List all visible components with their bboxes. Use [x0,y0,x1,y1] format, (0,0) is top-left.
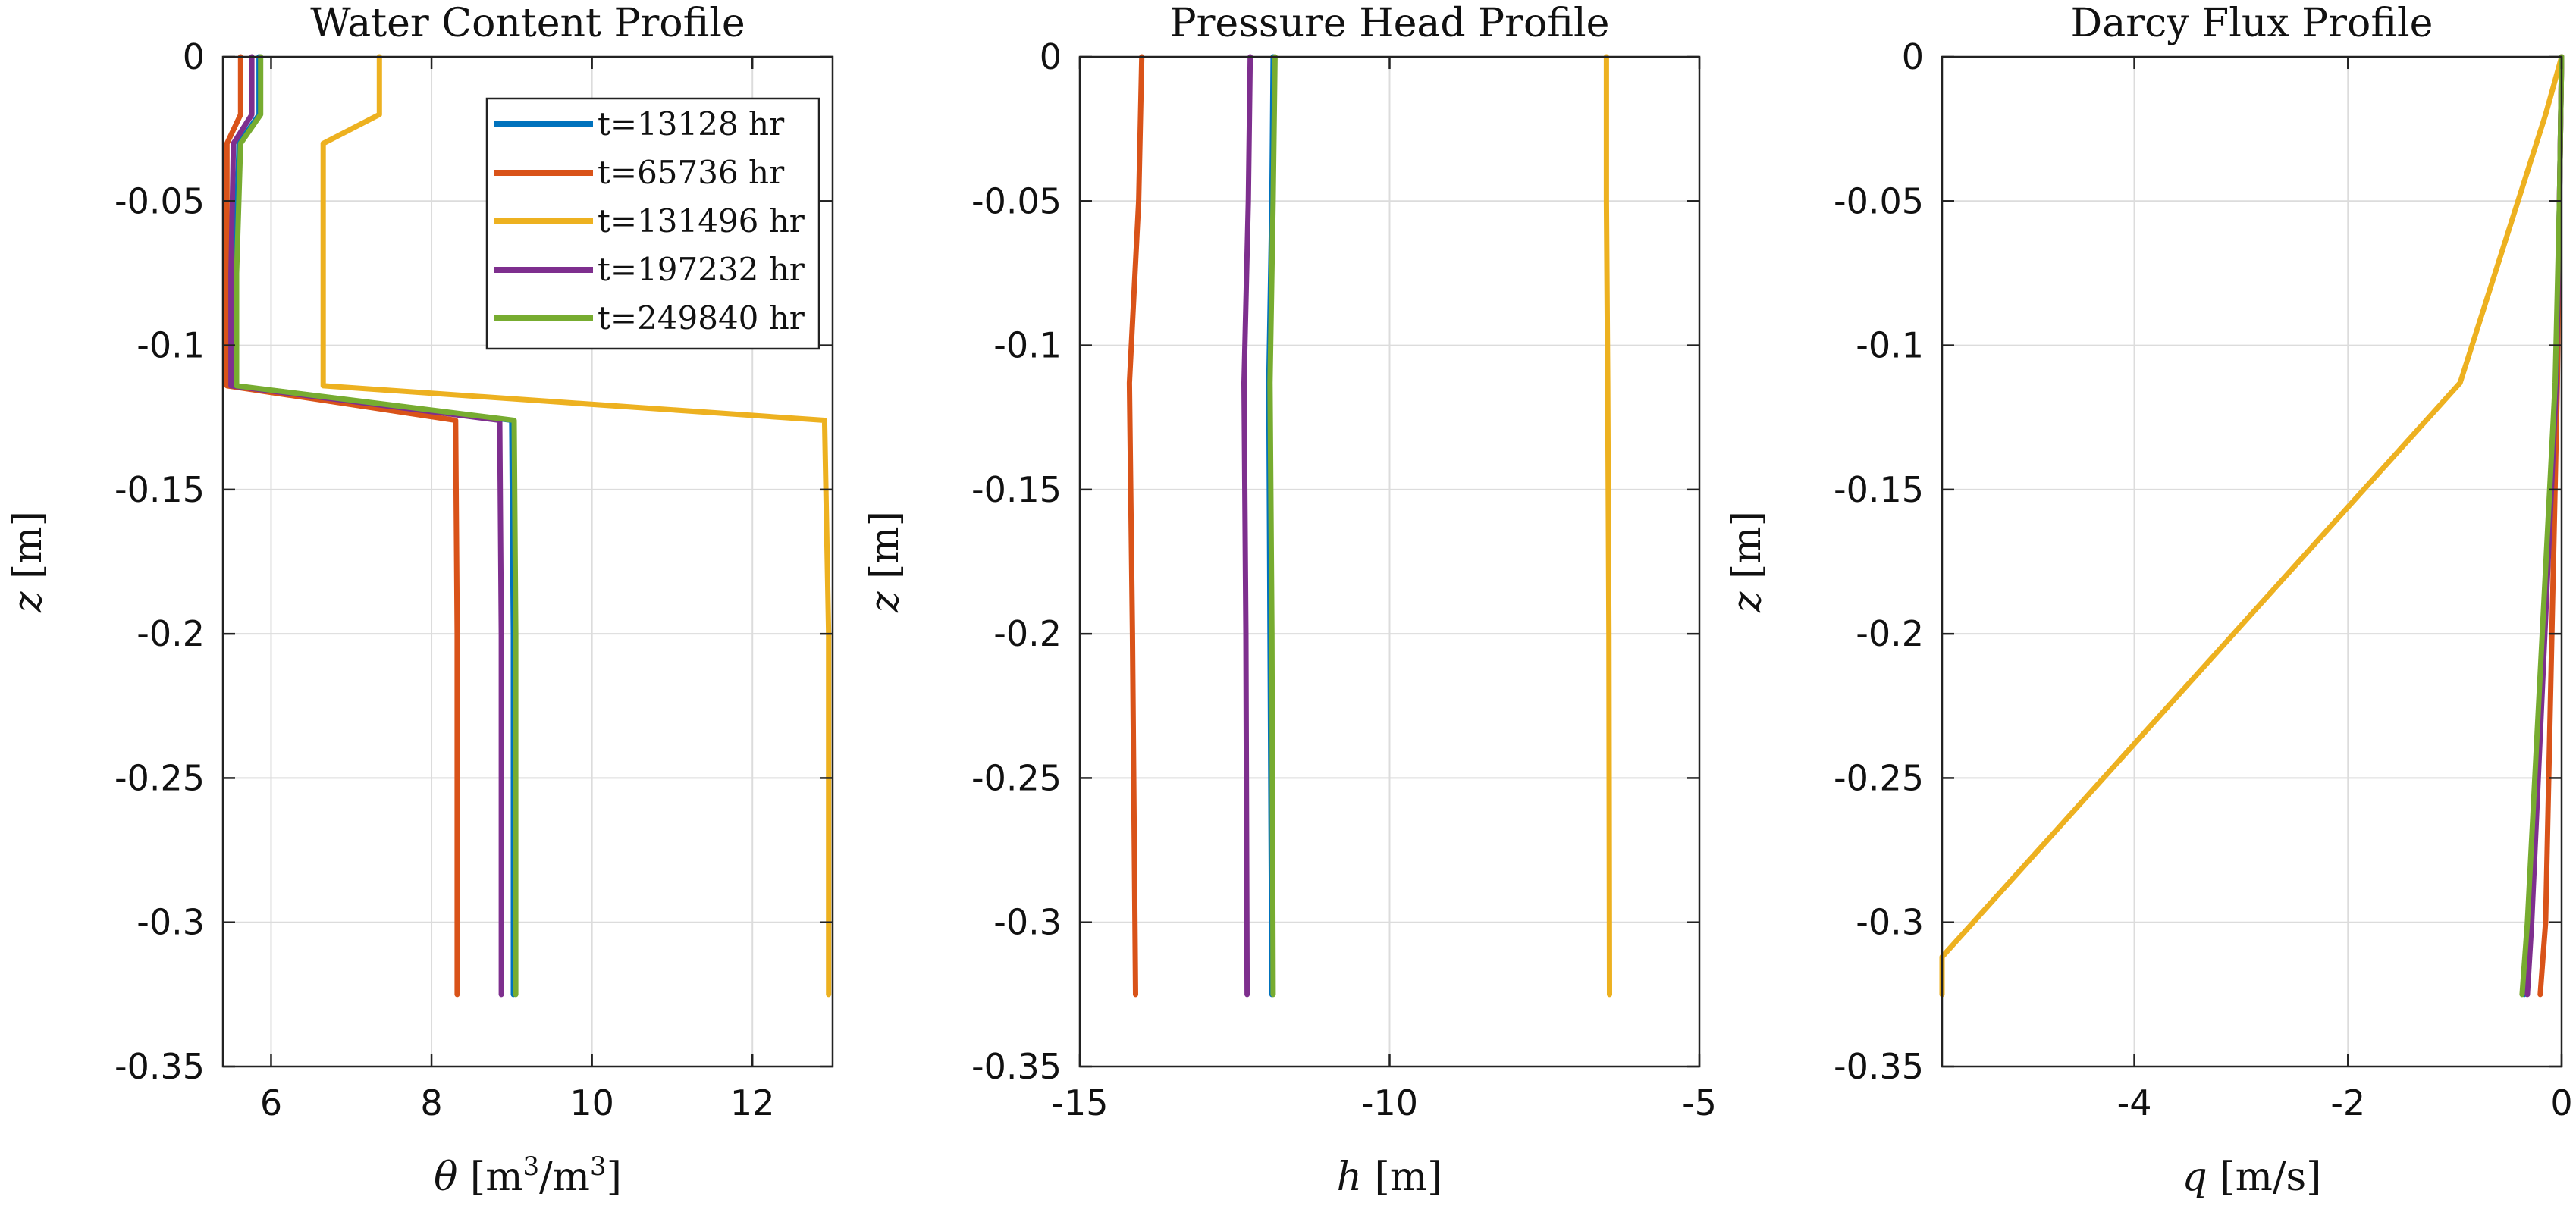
panel3-ylabel-unit: [m] [1724,511,1770,591]
panel3-ytick-label-2: -0.1 [1856,325,1924,366]
panel2-series-2 [1126,54,1145,998]
panel1-series-3 [320,54,832,998]
panel2-xtick-label-1: -10 [1361,1082,1418,1123]
panel1-ytick-label-5: -0.25 [115,757,205,798]
panel1-xlabel-unit: [m [457,1154,522,1200]
panel3-ytick-label-0: 0 [1902,36,1924,77]
panel1-xlabel-sup1: 3 [523,1151,540,1182]
panel2-ytick-label-3: -0.15 [971,469,1062,510]
panel2-series-5 [1267,54,1278,998]
panel1-ytick-label-7: -0.35 [115,1046,205,1087]
panel2-ytick-label-5: -0.25 [971,757,1062,798]
panel1-ylabel-unit: [m] [5,511,51,591]
panel2-ylabel: z [m] [862,511,908,613]
panel1-legend-label-1: t=13128 hr [598,105,785,143]
panel1-series-5 [234,54,519,998]
panel1-plot: 6 8 10 12 0 -0.05 -0.1 -0.15 -0.2 -0.25 -0.3 -0.35 W… [5,1,834,1200]
panel1-legend-label-5: t=249840 hr [598,299,805,337]
panel2-ylabel-unit: [m] [862,511,908,591]
panel2-series-3 [1603,54,1612,998]
panel3-ytick-label-4: -0.2 [1856,613,1924,654]
panel3-plot: -4 -2 0 0 -0.05 -0.1 -0.15 -0.2 -0.25 -0.3 -0.35 Da… [1724,1,2573,1200]
panel3-series-3 [1939,54,2565,998]
panel1-ytick-label-6: -0.3 [136,902,205,943]
panel3-ylabel-var: z [1724,591,1770,613]
panel1-xlabel-var: θ [434,1154,457,1200]
panel2-ytick-label-0: 0 [1040,36,1062,77]
panel1-ytick-label-4: -0.2 [136,613,205,654]
panel1-xlabel-end: ] [607,1154,622,1200]
panel2-xlabel-var: h [1337,1154,1363,1200]
panel2-plot: -15 -10 -5 0 -0.05 -0.1 -0.15 -0.2 -0.25 -0.3 -0.3… [862,1,1717,1200]
panel2-ytick-label-2: -0.1 [993,325,1062,366]
panel2-xlabel-unit: [m] [1362,1154,1442,1200]
panel1-series-4 [228,54,504,998]
panel2-series-4 [1241,54,1253,998]
panel3-xtick-label-1: -2 [2330,1082,2365,1123]
panel2-xtick-label-2: -5 [1682,1082,1717,1123]
panel1-ytick-label-0: 0 [183,36,205,77]
panel3-ytick-label-7: -0.35 [1834,1046,1924,1087]
panel2-ytick-label-1: -0.05 [971,180,1062,221]
panel3-ytick-label-6: -0.3 [1856,902,1924,943]
panel1-legend: t=13128 hr t=65736 hr t=131496 hr t=197232 … [485,97,820,350]
panel3-series-5 [2519,54,2565,998]
panel1-legend-label-3: t=131496 hr [598,202,805,240]
panel1-xlabel: θ [m3/m3] [434,1151,622,1200]
panel1-series-1 [232,54,516,998]
panel3-axes-box [1941,55,2563,1068]
panel1-xtick-label-0: 6 [260,1082,282,1123]
panel1-ytick-label-1: -0.05 [115,180,205,221]
panel1-axes-box [221,55,834,1068]
panel3-ytick-label-5: -0.25 [1834,757,1924,798]
panel1-legend-label-4: t=197232 hr [598,251,805,288]
panel3-xlabel-var: q [2182,1154,2207,1200]
panel2-ytick-label-7: -0.35 [971,1046,1062,1087]
panel3-ytick-label-1: -0.05 [1834,180,1924,221]
panel2-ytick-label-6: -0.3 [993,902,1062,943]
panel2-ytick-label-4: -0.2 [993,613,1062,654]
panel1-xtick-label-3: 12 [730,1082,775,1123]
panel1-ylabel-var: z [5,591,51,613]
panel3-ytick-label-3: -0.15 [1834,469,1924,510]
panel1-ytick-label-2: -0.1 [136,325,205,366]
panel3-ylabel: z [m] [1724,511,1770,613]
panel3-xlabel: q [m/s] [2182,1154,2322,1200]
panel1-ylabel: z [m] [5,511,51,613]
panel1-xtick-label-1: 8 [420,1082,442,1123]
panel1-xtick-label-2: 10 [569,1082,614,1123]
panel2-xlabel: h [m] [1337,1154,1443,1200]
panel2-ylabel-var: z [862,591,908,613]
panel3-xtick-label-0: -4 [2117,1082,2152,1123]
panel3-xlabel-unit: [m/s] [2207,1154,2322,1200]
panel3-title: Darcy Flux Profile [2071,1,2433,46]
panel2-xtick-label-0: -15 [1051,1082,1108,1123]
panel3-xtick-label-2: 0 [2550,1082,2572,1123]
panel1-series-2 [224,54,460,998]
panel1-xlabel-mid: /m [539,1154,590,1200]
panel1-xlabel-sup2: 3 [590,1151,607,1182]
panel2-title: Pressure Head Profile [1170,1,1610,46]
panel1-ytick-label-3: -0.15 [115,469,205,510]
panel1-title: Water Content Profile [310,1,745,46]
panel1-legend-label-2: t=65736 hr [598,154,785,191]
